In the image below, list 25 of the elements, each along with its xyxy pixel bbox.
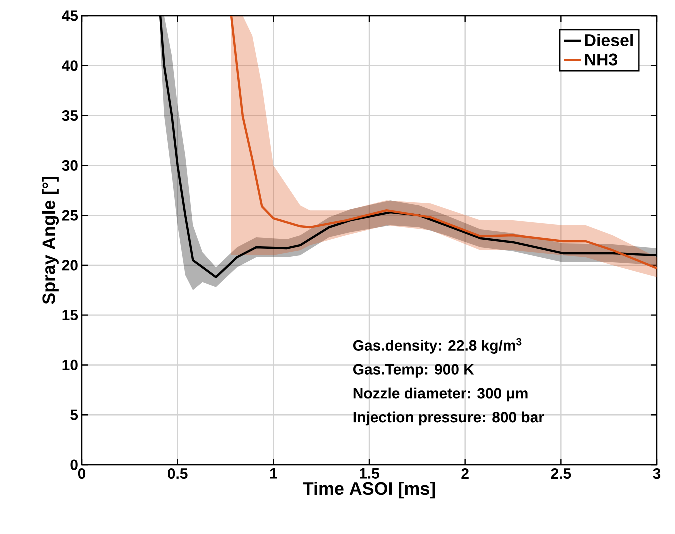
- y-tick-label: 5: [70, 410, 78, 420]
- x-tick-label: 2: [462, 468, 469, 479]
- y-axis-title: Spray Angle [°]: [42, 177, 60, 304]
- annotation: Gas.Temp: 900 K: [354, 364, 474, 378]
- x-tick-label: 3: [653, 468, 661, 480]
- annotation: Gas.density: 22.8 kg/m$^{3}$: [354, 338, 522, 354]
- legend-label: NH3: [585, 54, 618, 66]
- annotation: Nozzle diameter: 300 μm: [354, 388, 528, 402]
- x-tick-label: 0.5: [168, 468, 188, 480]
- y-tick-label: 35: [62, 110, 78, 122]
- y-tick-label: 25: [62, 210, 78, 221]
- x-tick-label: 2.5: [551, 468, 572, 480]
- y-tick-label: 45: [62, 10, 78, 22]
- y-tick-label: 15: [62, 310, 78, 321]
- legend-label: Diesel: [585, 34, 633, 46]
- y-tick-label: 30: [62, 160, 78, 171]
- x-tick-label: 0: [78, 468, 86, 480]
- x-axis-title: Time ASOI [ms]: [303, 482, 436, 499]
- y-tick-label: 20: [62, 260, 78, 271]
- annotation: Injection pressure: 800 bar: [354, 412, 544, 426]
- y-tick-label: 0: [70, 460, 78, 470]
- x-tick-label: 1.5: [360, 468, 380, 479]
- y-tick-label: 40: [62, 60, 78, 72]
- x-tick-label: 1: [270, 468, 278, 479]
- y-tick-label: 10: [62, 360, 78, 371]
